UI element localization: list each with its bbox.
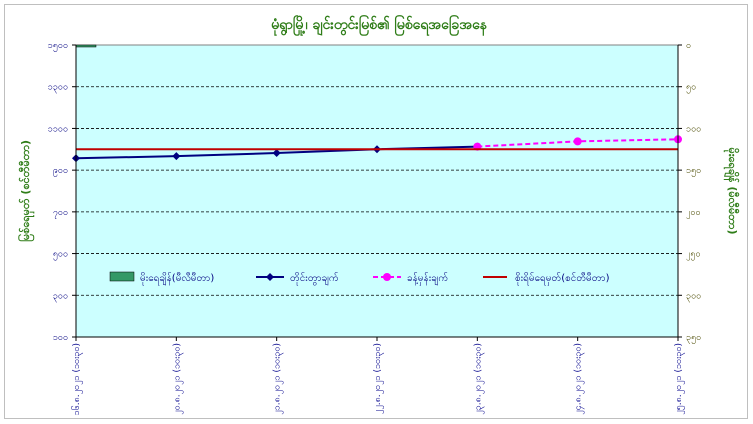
- right-tick-label: ၂၀၀: [686, 208, 701, 219]
- right-tick-label: ၀: [686, 41, 691, 51]
- right-tick-label: ၅၀: [686, 83, 696, 94]
- x-tick-label: ၂၅.၈.၂၀၂၁ (၁၀း၃၀): [674, 343, 685, 415]
- legend-label: ခန့်မှန်းချက်: [407, 271, 448, 286]
- x-tick-label: ၁၆.၈.၂၀၂၁ (၁၀း၃၀): [71, 343, 83, 415]
- x-tick-label: ၂၂.၈.၂၀၂၁ (၁၀း၃၀): [373, 343, 384, 414]
- left-tick-label: ၃၀၀: [53, 291, 68, 302]
- rain-bar: [75, 44, 97, 48]
- right-tick-label: ၂၅၀: [686, 250, 701, 261]
- right-tick-label: ၃၀၀: [686, 291, 701, 302]
- right-tick-label: ၃၅၀: [686, 333, 701, 344]
- left-tick-label: ၉၀၀: [53, 166, 68, 177]
- left-tick-label: ၁၁၀၀: [48, 124, 68, 134]
- plot-area: [75, 44, 679, 338]
- left-tick-label: ၅၀၀: [53, 250, 68, 261]
- left-axis-title: မြစ်ရေမှတ် (စင်တီမီတာ): [17, 140, 35, 242]
- x-tick-label: ၂၃.၈.၂၀၂၁ (၁၀း၃၀): [473, 343, 484, 415]
- observed-point: [172, 152, 181, 161]
- legend-marker-forecast: [383, 273, 391, 281]
- gridlines: [76, 86, 678, 296]
- legend-label: တိုင်းတွာချက်: [290, 271, 339, 286]
- legend-marker-observed: [266, 273, 274, 281]
- chart-title: မုံရွာမြို့၊ ချင်းတွင်းမြစ်၏ မြစ်ရေအခြေအ…: [271, 15, 488, 36]
- legend: မိုးရေချိန်(မီလီမီတာ) တိုင်းတွာချက် ခန့်မှ…: [109, 271, 610, 286]
- observed-point: [272, 149, 281, 158]
- x-tick-label: ၂၁.၈.၂၀၂၁ (၁၀း၃၀): [273, 343, 284, 415]
- left-tick-label: ၁၅၀၀: [48, 41, 68, 52]
- x-tick-label: ၂၄.၈.၂၀၂၁ (၁၀း၃၀): [574, 343, 585, 415]
- left-tick-label: ၁၃၀၀: [48, 83, 68, 94]
- legend-swatch-rain: [109, 271, 135, 282]
- legend-label: မိုးရေချိန်(မီလီမီတာ): [140, 271, 214, 286]
- right-tick-label: ၁၅၀: [686, 166, 701, 177]
- x-tick-label: ၂၀.၈.၂၀၂၁ (၁၀း၃၀): [172, 343, 183, 415]
- chart-frame: မုံရွာမြို့၊ ချင်းတွင်းမြစ်၏ မြစ်ရေအခြေအ…: [4, 4, 748, 419]
- chart-svg: မုံရွာမြို့၊ ချင်းတွင်းမြစ်၏ မြစ်ရေအခြေအ…: [17, 15, 740, 415]
- right-axis-title: မိုးရေချိန် (မီလီမီတာ): [723, 148, 740, 235]
- chart-marks: [72, 44, 682, 163]
- left-tick-label: ၁၀၀: [53, 333, 68, 343]
- left-tick-label: ၇၀၀: [53, 208, 68, 219]
- legend-label: စိုးရိမ်ရေမှတ်(စင်တီမီတာ): [515, 271, 610, 286]
- right-tick-label: ၁၀၀: [686, 124, 701, 134]
- forecast-point: [573, 137, 582, 146]
